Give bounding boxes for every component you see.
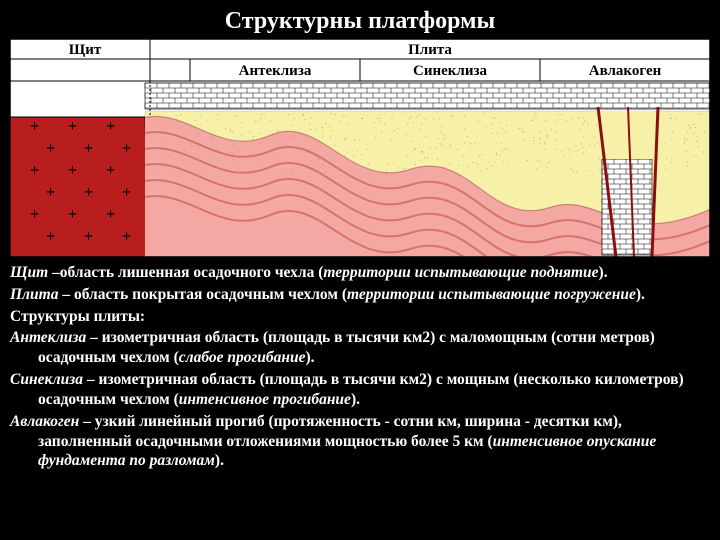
definition-line: Синеклиза – изометричная область (площад… xyxy=(10,370,710,410)
svg-text:Синеклиза: Синеклиза xyxy=(413,63,488,79)
platform-diagram: + + + + + + + + + + + + + + + + + + Щит Плита Антеклиза Синек… xyxy=(10,39,710,257)
definition-line: Антеклиза – изометричная область (площад… xyxy=(10,328,710,368)
svg-text:+: + xyxy=(84,140,93,157)
page-title: Структурны платформы xyxy=(0,0,720,39)
svg-text:+: + xyxy=(30,118,39,135)
svg-text:+: + xyxy=(46,228,55,245)
diagram-svg: + + + + + + + + + + + + + + + + + + Щит Плита Антеклиза Синек… xyxy=(10,39,710,257)
svg-text:+: + xyxy=(30,162,39,179)
svg-text:Антеклиза: Антеклиза xyxy=(239,63,312,79)
svg-text:Плита: Плита xyxy=(408,42,452,58)
svg-text:+: + xyxy=(122,228,131,245)
definition-line: Плита – область покрытая осадочным чехло… xyxy=(10,285,710,305)
definition-line: Структуры плиты: xyxy=(10,307,710,327)
svg-text:+: + xyxy=(106,162,115,179)
svg-text:+: + xyxy=(30,206,39,223)
svg-text:Щит: Щит xyxy=(69,42,102,58)
svg-text:+: + xyxy=(68,206,77,223)
definition-line: Авлакоген – узкий линейный прогиб (протя… xyxy=(10,412,710,471)
svg-text:+: + xyxy=(84,184,93,201)
svg-text:+: + xyxy=(46,184,55,201)
svg-text:+: + xyxy=(68,162,77,179)
svg-text:+: + xyxy=(46,140,55,157)
definition-line: Щит –область лишенная осадочного чехла (… xyxy=(10,263,710,283)
svg-text:+: + xyxy=(122,140,131,157)
svg-text:+: + xyxy=(106,118,115,135)
svg-text:+: + xyxy=(122,184,131,201)
svg-text:+: + xyxy=(106,206,115,223)
definitions-block: Щит –область лишенная осадочного чехла (… xyxy=(10,263,710,471)
svg-text:+: + xyxy=(68,118,77,135)
svg-text:Авлакоген: Авлакоген xyxy=(589,63,662,79)
svg-text:+: + xyxy=(84,228,93,245)
